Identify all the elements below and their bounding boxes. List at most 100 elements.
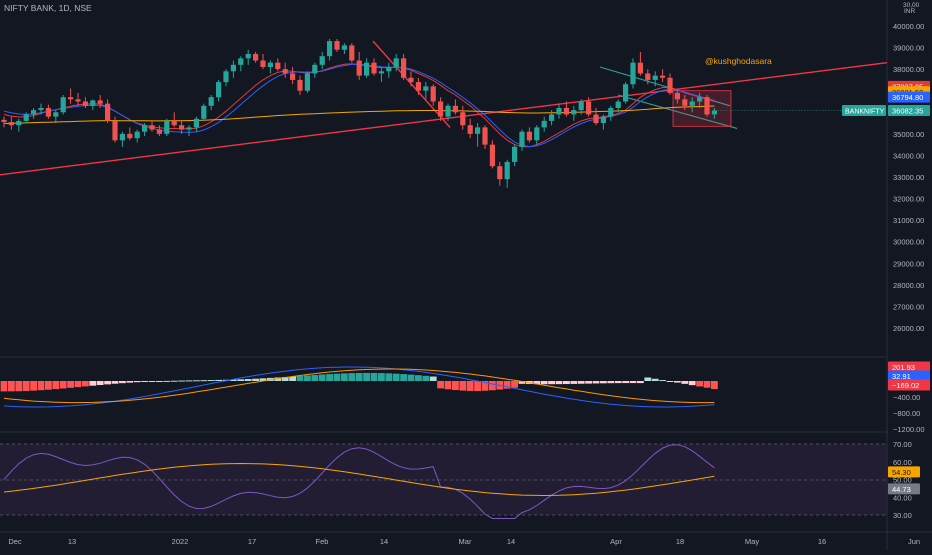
macd-histogram-bar — [659, 380, 666, 382]
candle-body — [563, 107, 569, 115]
macd-histogram-bar — [74, 381, 82, 388]
currency-top: 30,00 — [903, 2, 920, 9]
candle-body — [571, 110, 577, 115]
macd-histogram-bar — [489, 381, 496, 391]
candle-body — [1, 119, 7, 122]
candle-body — [637, 62, 643, 74]
candle-body — [319, 56, 325, 65]
candle-body — [253, 54, 259, 61]
candle-body — [68, 97, 74, 100]
macd-histogram-bar — [444, 381, 452, 390]
rsi-tick-label: 70.00 — [893, 440, 912, 449]
candle-body — [711, 110, 717, 115]
candle-body — [208, 97, 214, 106]
rsi-pane — [3, 444, 715, 519]
macd-histogram-bar — [466, 381, 474, 391]
symbol-title: NIFTY BANK, 1D, NSE — [4, 3, 92, 13]
macd-label-box — [888, 379, 930, 391]
macd-histogram-bar — [170, 380, 178, 382]
macd-histogram-bar — [111, 381, 119, 384]
candle-body — [149, 125, 155, 130]
rsi-line — [3, 444, 715, 519]
macd-label-box — [888, 361, 930, 373]
macd-histogram-bar — [407, 374, 415, 381]
macd-tick-label: −1200.00 — [893, 425, 925, 434]
candle-body — [475, 127, 481, 134]
macd-histogram-bar — [540, 381, 548, 385]
price-label-text: 36082.35 — [892, 107, 923, 116]
candle-body — [460, 112, 466, 126]
candle-body — [667, 77, 673, 93]
macd-histogram-bar — [318, 374, 326, 381]
macd-histogram-bar — [30, 381, 37, 391]
candle-body — [341, 45, 347, 50]
macd-histogram-bar — [0, 381, 8, 392]
candle-body — [393, 58, 399, 67]
rsi-ma-line — [3, 462, 715, 497]
candle-body — [497, 166, 503, 180]
macd-histogram-bar — [22, 381, 30, 391]
macd-histogram-bar — [378, 373, 385, 381]
price-tick-label: 27000.00 — [893, 302, 924, 311]
macd-histogram-bar — [215, 379, 222, 381]
candle-body — [519, 131, 525, 147]
candle-body — [216, 82, 222, 98]
macd-histogram-bar — [511, 381, 518, 388]
macd-histogram-bar — [681, 381, 689, 384]
candle-body — [119, 133, 125, 141]
candle-body — [556, 107, 562, 115]
time-tick-label: 14 — [507, 537, 515, 546]
macd-histogram-bar — [244, 379, 252, 381]
time-tick-label: 18 — [676, 537, 684, 546]
candle-body — [452, 105, 458, 113]
macd-histogram-bar — [370, 372, 378, 381]
candle-body — [349, 45, 355, 61]
candle-body — [260, 60, 266, 67]
price-tick-label: 39000.00 — [893, 44, 924, 53]
macd-histogram-bar — [274, 377, 282, 381]
candle-body — [304, 73, 310, 91]
trendline-rising — [0, 61, 888, 176]
macd-label-text: 32.91 — [892, 372, 911, 381]
macd-histogram-bar — [422, 375, 430, 381]
currency-label[interactable]: INR — [904, 8, 916, 15]
candle-body — [364, 62, 370, 76]
time-tick-label: Feb — [316, 537, 329, 546]
macd-histogram-bar — [688, 381, 696, 386]
candle-body — [90, 100, 96, 106]
candle-body — [327, 41, 333, 57]
macd-histogram-bar — [200, 380, 208, 382]
macd-histogram-bar — [651, 378, 659, 381]
macd-histogram-bar — [577, 381, 585, 384]
time-tick-label: 17 — [248, 537, 256, 546]
macd-histogram-bar — [141, 381, 148, 382]
candle-body — [578, 101, 584, 111]
macd-histogram-bar — [622, 381, 629, 384]
macd-histogram-bar — [400, 374, 407, 381]
macd-histogram-bar — [230, 379, 237, 381]
macd-histogram-bar — [311, 374, 319, 381]
macd-histogram-bar — [614, 381, 622, 384]
macd-tick-label: −400.00 — [893, 393, 920, 402]
candle-body — [31, 110, 37, 115]
macd-histogram-bar — [289, 376, 296, 381]
candle-body — [356, 60, 362, 76]
candle-body — [682, 99, 688, 106]
macd-histogram-bar — [304, 375, 311, 381]
candle-body — [445, 105, 451, 117]
candle-body — [645, 73, 651, 80]
candle-body — [312, 64, 318, 74]
macd-histogram-bar — [452, 381, 459, 391]
candle-body — [186, 127, 192, 130]
price-tick-label: 40000.00 — [893, 22, 924, 31]
price-tick-label: 26000.00 — [893, 324, 924, 333]
rsi-label-text: 44.73 — [892, 485, 911, 494]
macd-pane — [0, 366, 718, 408]
time-tick-label: 2022 — [172, 537, 189, 546]
macd-histogram-bar — [592, 381, 600, 384]
macd-histogram-bar — [363, 372, 370, 381]
candle-body — [401, 58, 407, 78]
macd-histogram-bar — [711, 381, 718, 389]
candle-body — [290, 73, 296, 80]
